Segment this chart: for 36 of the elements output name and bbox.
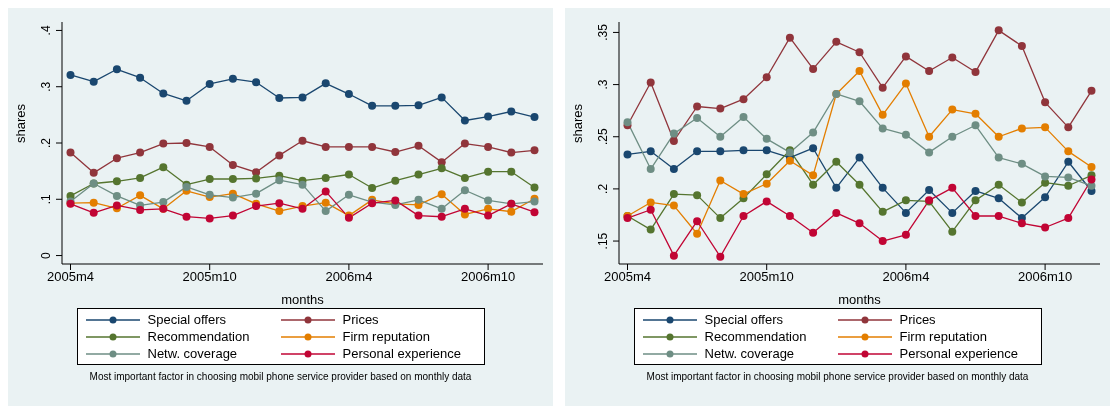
x-tick-label: 2005m10 <box>182 269 237 285</box>
y-tick-label: 0 <box>39 251 53 259</box>
legend-label: Recommendation <box>147 329 250 344</box>
legend-label: Special offers <box>147 312 227 327</box>
legend-label: Prices <box>899 312 936 327</box>
x-tick-label: 2006m10 <box>1017 269 1073 285</box>
x-tick-label: 2006m4 <box>325 269 373 285</box>
legend-label: Firm reputation <box>342 329 430 344</box>
y-tick-label: .15 <box>596 232 610 250</box>
x-axis-title: months <box>838 292 882 307</box>
y-tick-label: .35 <box>596 23 610 41</box>
y-tick-label: .3 <box>39 81 53 92</box>
legend-label: Personal experience <box>342 346 462 361</box>
y-tick-label: .2 <box>596 183 610 194</box>
legend-label: Recommendation <box>704 329 807 344</box>
x-axis-title: months <box>281 292 325 307</box>
x-tick-label: 2006m4 <box>882 269 930 285</box>
x-tick-label: 2006m10 <box>460 269 516 285</box>
y-tick-label: .1 <box>39 193 53 205</box>
text: Most important factor in choosing mobil phone service provider based on monthly data <box>88 371 473 382</box>
y-tick-label: .25 <box>596 128 610 146</box>
legend-label: Personal experience <box>899 346 1019 361</box>
legend-label: Netw. coverage <box>147 346 238 361</box>
legend-label: Prices <box>342 312 379 327</box>
legend-label: Netw. coverage <box>704 346 795 361</box>
text: Most important factor in choosing mobil phone service provider based on monthly data <box>645 371 1030 382</box>
legend-label: Special offers <box>704 312 784 327</box>
y-tick-label: .3 <box>596 79 610 90</box>
x-tick-label: 2005m4 <box>47 269 94 285</box>
y-axis-title: shares <box>569 103 585 143</box>
x-tick-label: 2005m4 <box>604 269 651 285</box>
x-tick-label: 2005m10 <box>739 269 794 285</box>
legend-label: Firm reputation <box>899 329 987 344</box>
y-axis-title: shares <box>12 103 28 143</box>
y-tick-label: .2 <box>39 137 53 149</box>
y-tick-label: .4 <box>39 25 53 36</box>
